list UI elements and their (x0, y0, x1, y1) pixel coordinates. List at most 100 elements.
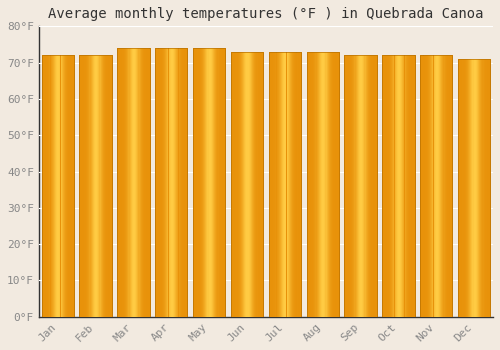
Bar (198, 48, 200, 317)
Bar (45, 55, 46, 317)
Bar (439, 55, 440, 317)
Bar (183, 48, 184, 317)
Bar (44, 55, 45, 317)
Bar (94, 55, 95, 317)
Bar (122, 48, 123, 317)
Bar (348, 55, 349, 317)
Bar (339, 52, 340, 317)
Bar (281, 52, 282, 317)
Bar (279, 52, 280, 317)
Bar (138, 48, 140, 317)
Bar (422, 55, 424, 317)
Bar (328, 52, 329, 317)
Bar (218, 48, 220, 317)
Bar (42, 55, 74, 317)
Bar (243, 52, 244, 317)
Bar (104, 55, 105, 317)
Bar (85, 55, 86, 317)
Bar (163, 48, 164, 317)
Bar (308, 52, 309, 317)
Bar (400, 55, 401, 317)
Bar (282, 52, 283, 317)
Bar (196, 48, 198, 317)
Bar (144, 48, 145, 317)
Bar (83, 55, 84, 317)
Bar (392, 55, 394, 317)
Bar (490, 59, 492, 317)
Bar (489, 59, 490, 317)
Bar (174, 48, 175, 317)
Bar (130, 48, 132, 317)
Bar (203, 48, 204, 317)
Bar (231, 52, 263, 317)
Bar (178, 48, 180, 317)
Bar (186, 48, 188, 317)
Bar (398, 55, 399, 317)
Bar (125, 48, 126, 317)
Bar (47, 55, 48, 317)
Bar (467, 59, 468, 317)
Bar (361, 55, 362, 317)
Bar (477, 59, 478, 317)
Bar (389, 55, 390, 317)
Bar (271, 52, 272, 317)
Bar (194, 48, 195, 317)
Bar (448, 55, 449, 317)
Bar (420, 55, 452, 317)
Bar (236, 52, 238, 317)
Bar (210, 48, 211, 317)
Bar (234, 52, 235, 317)
Bar (440, 55, 441, 317)
Bar (80, 55, 82, 317)
Bar (298, 52, 300, 317)
Bar (397, 55, 398, 317)
Bar (166, 48, 168, 317)
Bar (371, 55, 372, 317)
Bar (238, 52, 240, 317)
Bar (66, 55, 67, 317)
Bar (294, 52, 296, 317)
Bar (98, 55, 100, 317)
Bar (330, 52, 331, 317)
Bar (358, 55, 359, 317)
Bar (364, 55, 366, 317)
Bar (401, 55, 402, 317)
Bar (427, 55, 428, 317)
Bar (394, 55, 396, 317)
Bar (316, 52, 318, 317)
Bar (134, 48, 135, 317)
Bar (404, 55, 406, 317)
Bar (158, 48, 160, 317)
Bar (301, 52, 302, 317)
Bar (118, 48, 150, 317)
Bar (107, 55, 108, 317)
Bar (296, 52, 298, 317)
Bar (82, 55, 83, 317)
Bar (269, 52, 301, 317)
Bar (193, 48, 225, 317)
Bar (246, 52, 248, 317)
Bar (291, 52, 292, 317)
Bar (213, 48, 214, 317)
Bar (349, 55, 350, 317)
Bar (352, 55, 354, 317)
Bar (67, 55, 68, 317)
Bar (292, 52, 293, 317)
Bar (124, 48, 125, 317)
Bar (128, 48, 130, 317)
Bar (65, 55, 66, 317)
Bar (350, 55, 351, 317)
Bar (384, 55, 386, 317)
Bar (143, 48, 144, 317)
Bar (105, 55, 106, 317)
Bar (214, 48, 215, 317)
Bar (273, 52, 274, 317)
Bar (293, 52, 294, 317)
Bar (110, 55, 112, 317)
Bar (382, 55, 414, 317)
Bar (312, 52, 313, 317)
Bar (43, 55, 44, 317)
Bar (479, 59, 480, 317)
Bar (84, 55, 85, 317)
Bar (68, 55, 70, 317)
